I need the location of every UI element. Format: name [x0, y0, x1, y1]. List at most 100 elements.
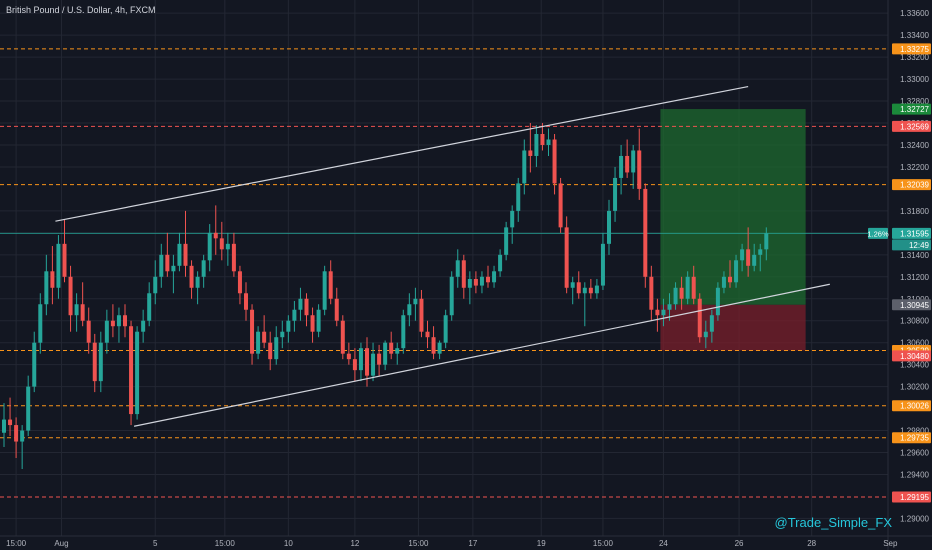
price-tick-label: 1.32200: [900, 163, 929, 172]
candle-up: [74, 304, 79, 316]
candle-up: [207, 232, 212, 261]
candle-down: [14, 425, 19, 442]
level-price-tag: 1.29195: [900, 493, 929, 502]
candle-down: [473, 278, 478, 286]
candle-up: [437, 342, 442, 354]
position-price-tag-bg: [892, 350, 931, 362]
price-tick-label: 1.31800: [900, 207, 929, 216]
candle-down: [304, 298, 309, 316]
candle-down: [588, 287, 593, 294]
candle-down: [189, 265, 194, 288]
change-badge-bg: [868, 227, 888, 239]
candle-up: [673, 287, 678, 305]
level-price-tag: 1.32569: [900, 122, 929, 131]
candle-down: [486, 276, 490, 283]
price-tick-label: 1.30400: [900, 361, 929, 370]
candle-down: [528, 150, 533, 156]
level-price-tag: 1.32039: [900, 181, 929, 190]
candle-up: [274, 337, 279, 360]
level-price-tag-bg: [892, 400, 931, 412]
candle-down: [86, 320, 91, 343]
price-tick-label: 1.31000: [900, 295, 929, 304]
candle-up: [667, 304, 672, 310]
candle-down: [419, 298, 424, 332]
price-tick-label: 1.29000: [900, 514, 929, 523]
candle-up: [764, 233, 769, 250]
candle-up: [685, 276, 690, 299]
candle-up: [619, 155, 624, 178]
candle-down: [637, 150, 642, 189]
candle-up: [395, 348, 400, 354]
candle-up: [479, 276, 484, 286]
level-price-tag-bg: [892, 179, 931, 191]
time-tick-label: 19: [537, 539, 546, 548]
candle-down: [649, 276, 654, 310]
time-tick-label: Sep: [883, 539, 898, 548]
candle-up: [383, 342, 388, 365]
candle-down: [679, 287, 684, 299]
level-price-tag-bg: [892, 43, 931, 55]
price-axis-background: [888, 0, 932, 550]
candle-down: [655, 309, 660, 316]
candle-down: [268, 342, 273, 360]
candle-up: [32, 342, 37, 387]
candle-up: [195, 276, 200, 288]
candle-up: [703, 331, 708, 338]
candle-up: [104, 320, 109, 343]
position-price-tag: 1.30945: [900, 301, 929, 310]
candle-up: [721, 276, 726, 288]
candle-up: [492, 271, 497, 283]
candle-up: [153, 276, 158, 294]
candle-down: [129, 326, 134, 415]
price-tick-label: 1.29800: [900, 427, 929, 436]
candle-down: [558, 183, 563, 228]
candle-down: [8, 419, 13, 426]
candle-up: [20, 430, 25, 442]
level-price-tag: 1.33275: [900, 45, 929, 54]
channel-trendline: [55, 85, 749, 222]
time-tick-label: 12: [350, 539, 359, 548]
candle-up: [256, 331, 261, 354]
price-tick-label: 1.30800: [900, 317, 929, 326]
candle-up: [44, 271, 49, 305]
position-price-tag-bg: [892, 103, 931, 115]
candle-up: [401, 315, 406, 349]
candle-down: [461, 260, 466, 288]
candle-up: [546, 139, 551, 145]
candle-down: [334, 298, 339, 321]
candle-up: [159, 254, 164, 277]
position-price-tag: 1.30480: [900, 352, 929, 361]
candle-down: [365, 348, 369, 376]
candle-up: [135, 331, 140, 415]
price-tick-label: 1.33400: [900, 31, 929, 40]
candle-down: [625, 155, 630, 173]
candle-up: [740, 249, 745, 261]
time-tick-label: 15:00: [408, 539, 429, 548]
candle-up: [225, 243, 230, 250]
time-tick-label: Aug: [54, 539, 68, 548]
candle-down: [576, 282, 581, 294]
candle-up: [358, 348, 363, 371]
position-price-tag: 1.32727: [900, 105, 929, 114]
candle-down: [352, 359, 357, 371]
price-tick-label: 1.33000: [900, 75, 929, 84]
countdown-tag-bg: [892, 239, 931, 251]
candle-up: [455, 260, 460, 277]
candle-down: [425, 331, 430, 338]
candle-down: [68, 276, 73, 316]
candle-up: [594, 285, 599, 294]
candle-up: [613, 177, 618, 211]
candle-up: [280, 331, 285, 338]
time-tick-label: 15:00: [6, 539, 27, 548]
candle-down: [262, 331, 267, 343]
candle-up: [534, 134, 539, 156]
candle-down: [746, 249, 751, 266]
time-tick-label: 15:00: [593, 539, 614, 548]
current-price-tag-bg: [892, 227, 931, 239]
candle-down: [540, 134, 545, 145]
candle-up: [2, 419, 6, 433]
stop-zone: [660, 304, 806, 351]
candle-down: [328, 271, 333, 299]
